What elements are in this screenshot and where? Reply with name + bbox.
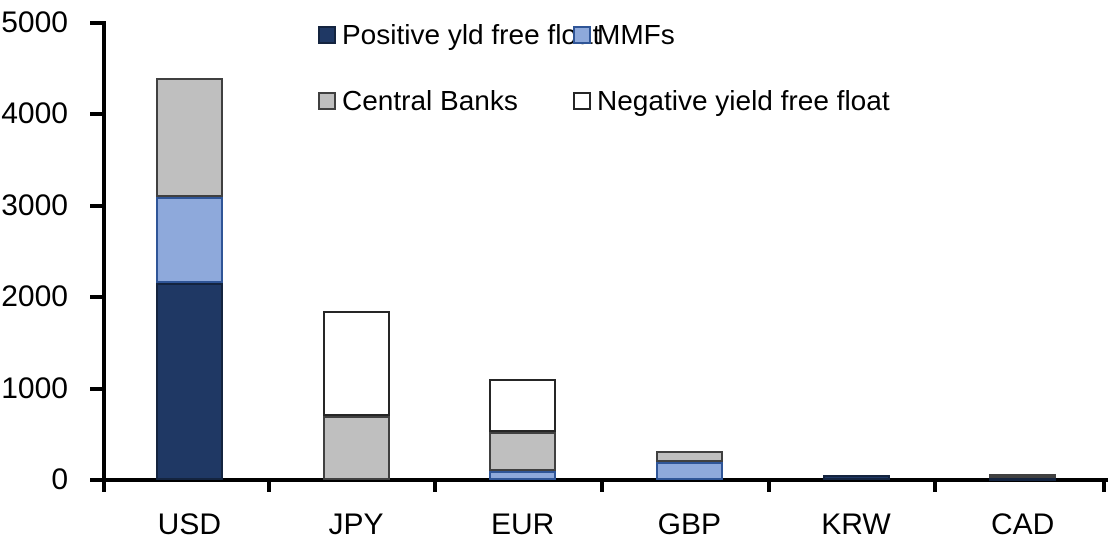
x-axis-tick [600,482,604,492]
y-axis-tick [90,386,102,391]
y-axis-tick [90,21,102,25]
bar-segment-cad [989,477,1057,482]
x-axis-tick [266,482,271,492]
bar-segment-usd [155,77,223,197]
bar-segment-krw [822,475,890,480]
y-axis-label: 0 [51,463,68,496]
legend-swatch-central-banks-icon [318,92,336,110]
legend-item-central-banks: Central Banks [318,85,518,117]
bar-segment-eur [489,379,557,432]
y-axis-tick [90,203,102,208]
y-axis-tick [90,295,102,300]
bar-segment-jpy [322,416,390,480]
x-axis-label: JPY [328,508,384,541]
y-axis-label: 2000 [1,280,68,314]
x-axis-label: EUR [490,508,555,541]
legend-label-mmfs: MMFs [597,19,675,50]
bar-segment-usd [155,196,223,284]
bar-segment-gbp [655,450,723,462]
bar-segment-gbp [655,461,723,480]
legend-item-negative-yield-free-float: Negative yield free float [573,85,890,117]
legend-swatch-positive-yld-free-float-icon [318,26,336,44]
x-axis-tick [433,482,438,492]
y-axis-tick [90,478,102,482]
y-axis-tick [90,112,102,117]
legend-item-mmfs: MMFs [573,19,675,51]
x-axis-label: USD [157,508,221,541]
x-axis-line [102,478,1108,482]
bar-segment-usd [155,283,223,480]
y-axis-label: 1000 [1,371,68,405]
x-axis-tick [766,482,771,492]
x-axis-tick [102,482,106,492]
y-axis-label: 4000 [1,97,68,131]
legend-label-positive-yld-free-float: Positive yld free float [342,19,601,50]
bar-segment-cad [989,474,1057,479]
bar-segment-jpy [322,310,390,417]
x-axis-label: KRW [821,508,891,541]
legend-swatch-negative-yield-free-float-icon [573,92,591,110]
bar-segment-eur [489,432,557,471]
y-axis-label: 3000 [1,188,68,222]
legend-label-central-banks: Central Banks [342,85,518,116]
legend-swatch-mmfs-icon [573,26,591,44]
y-axis-label: 5000 [1,6,68,39]
legend-item-positive-yld-free-float: Positive yld free float [318,19,600,51]
legend-label-negative-yield-free-float: Negative yield free float [597,85,890,116]
y-axis-line [102,21,106,482]
x-axis-tick [933,482,938,492]
bar-segment-eur [489,470,557,480]
x-axis-tick [1102,482,1106,492]
x-axis-label: GBP [657,508,721,541]
x-axis-label: CAD [990,508,1055,541]
